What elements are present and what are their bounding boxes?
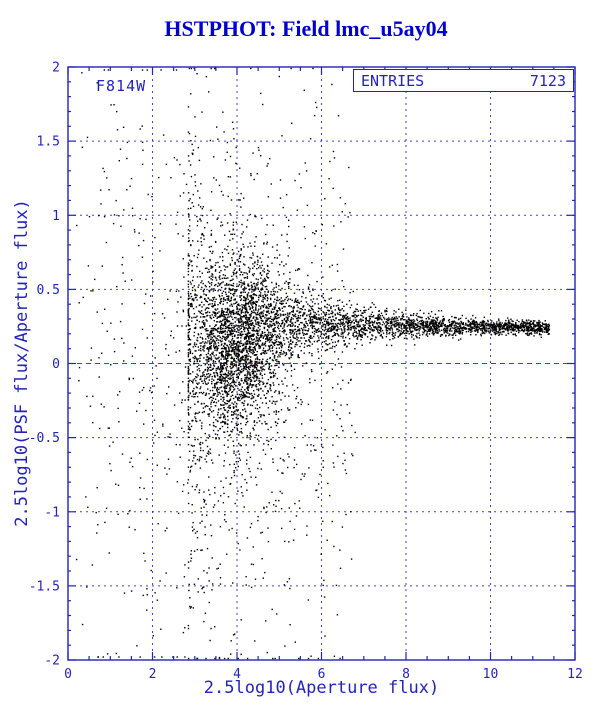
entries-label: ENTRIES	[361, 71, 425, 90]
entries-value: 7123	[529, 71, 566, 90]
grid-lines	[68, 67, 575, 660]
y-axis-title: 2.5log10(PSF flux/Aperture flux)	[12, 199, 32, 527]
plot-frame	[67, 66, 576, 661]
filter-label: F814W	[96, 77, 147, 95]
entries-box: ENTRIES 7123	[353, 69, 574, 92]
x-axis-title: 2.5log10(Aperture flux)	[203, 678, 440, 698]
page-title: HSTPHOT: Field lmc_u5ay04	[164, 16, 448, 41]
tick-labels: 0 2 4 6 8 10 12-2-1.5-1-0.500.511.52	[29, 61, 583, 683]
data-points	[75, 67, 551, 660]
